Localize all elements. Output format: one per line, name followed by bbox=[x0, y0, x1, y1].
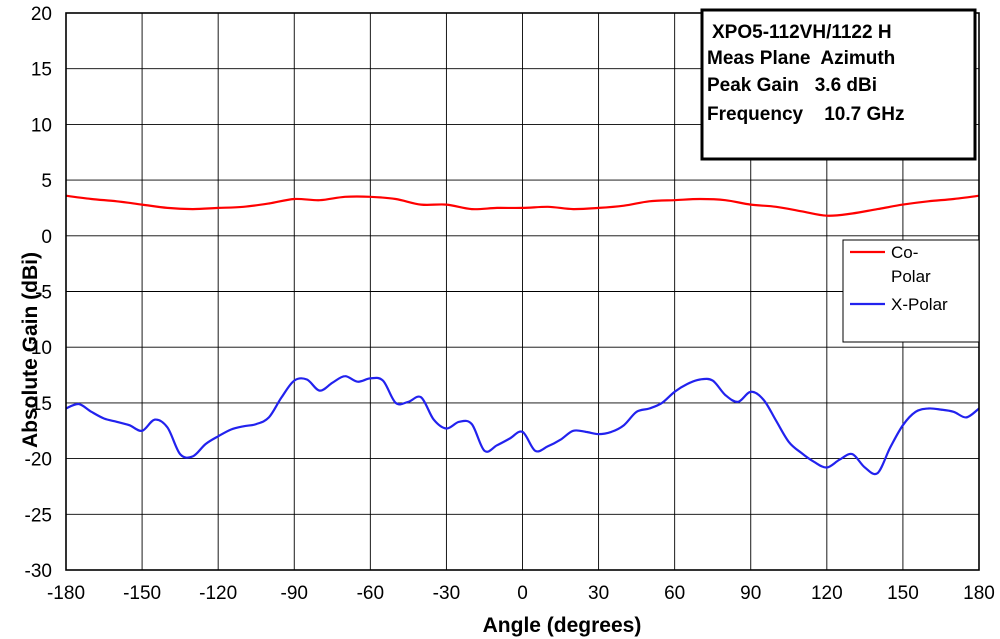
info-model: XPO5-112VH/1122 H bbox=[712, 22, 892, 43]
x-tick-label: 60 bbox=[664, 583, 685, 604]
x-tick-label: 120 bbox=[811, 583, 843, 604]
y-tick-label: 10 bbox=[31, 115, 52, 136]
x-tick-label: 0 bbox=[517, 583, 528, 604]
x-tick-label: 150 bbox=[887, 583, 919, 604]
info-frequency: Frequency 10.7 GHz bbox=[707, 104, 904, 125]
x-tick-label: -120 bbox=[199, 583, 237, 604]
info-peak-gain: Peak Gain 3.6 dBi bbox=[707, 75, 877, 96]
x-axis-title: Angle (degrees) bbox=[483, 614, 642, 637]
legend-label-x-polar: X-Polar bbox=[891, 295, 948, 314]
x-tick-label: -60 bbox=[357, 583, 384, 604]
y-tick-label: -5 bbox=[35, 283, 52, 304]
y-axis-title: Absolute Gain (dBi) bbox=[19, 252, 42, 448]
y-tick-label: 20 bbox=[31, 4, 52, 25]
y-tick-label: -10 bbox=[25, 338, 52, 359]
y-tick-label: -20 bbox=[25, 450, 52, 471]
y-tick-label: 0 bbox=[41, 227, 52, 248]
series-line-x-polar bbox=[65, 375, 980, 476]
x-tick-label: -180 bbox=[47, 583, 85, 604]
x-tick-label: 90 bbox=[740, 583, 761, 604]
series-line-co-polar bbox=[65, 194, 980, 217]
info-box: XPO5-112VH/1122 H Meas Plane Azimuth Pea… bbox=[700, 8, 977, 161]
y-tick-label: -15 bbox=[25, 394, 52, 415]
x-tick-label: 30 bbox=[588, 583, 609, 604]
legend-label-co-polar-line2: Polar bbox=[891, 267, 931, 286]
y-tick-label: -25 bbox=[25, 505, 52, 526]
info-meas-plane: Meas Plane Azimuth bbox=[707, 48, 895, 69]
x-tick-label: -30 bbox=[433, 583, 460, 604]
y-tick-labels: 20 15 10 5 0 -5 -10 -15 -20 -25 -30 bbox=[25, 4, 52, 582]
series-lines bbox=[65, 194, 980, 476]
legend: Co- Polar X-Polar bbox=[842, 239, 980, 343]
legend-label-co-polar-line1: Co- bbox=[891, 243, 918, 262]
y-tick-label: 5 bbox=[41, 171, 52, 192]
x-tick-labels: -180 -150 -120 -90 -60 -30 0 30 60 90 120 150 180 bbox=[47, 583, 995, 604]
y-tick-label: -30 bbox=[25, 561, 52, 582]
x-tick-label: -150 bbox=[123, 583, 161, 604]
y-tick-label: 15 bbox=[31, 60, 52, 81]
x-tick-label: 180 bbox=[963, 583, 995, 604]
x-tick-label: -90 bbox=[281, 583, 308, 604]
